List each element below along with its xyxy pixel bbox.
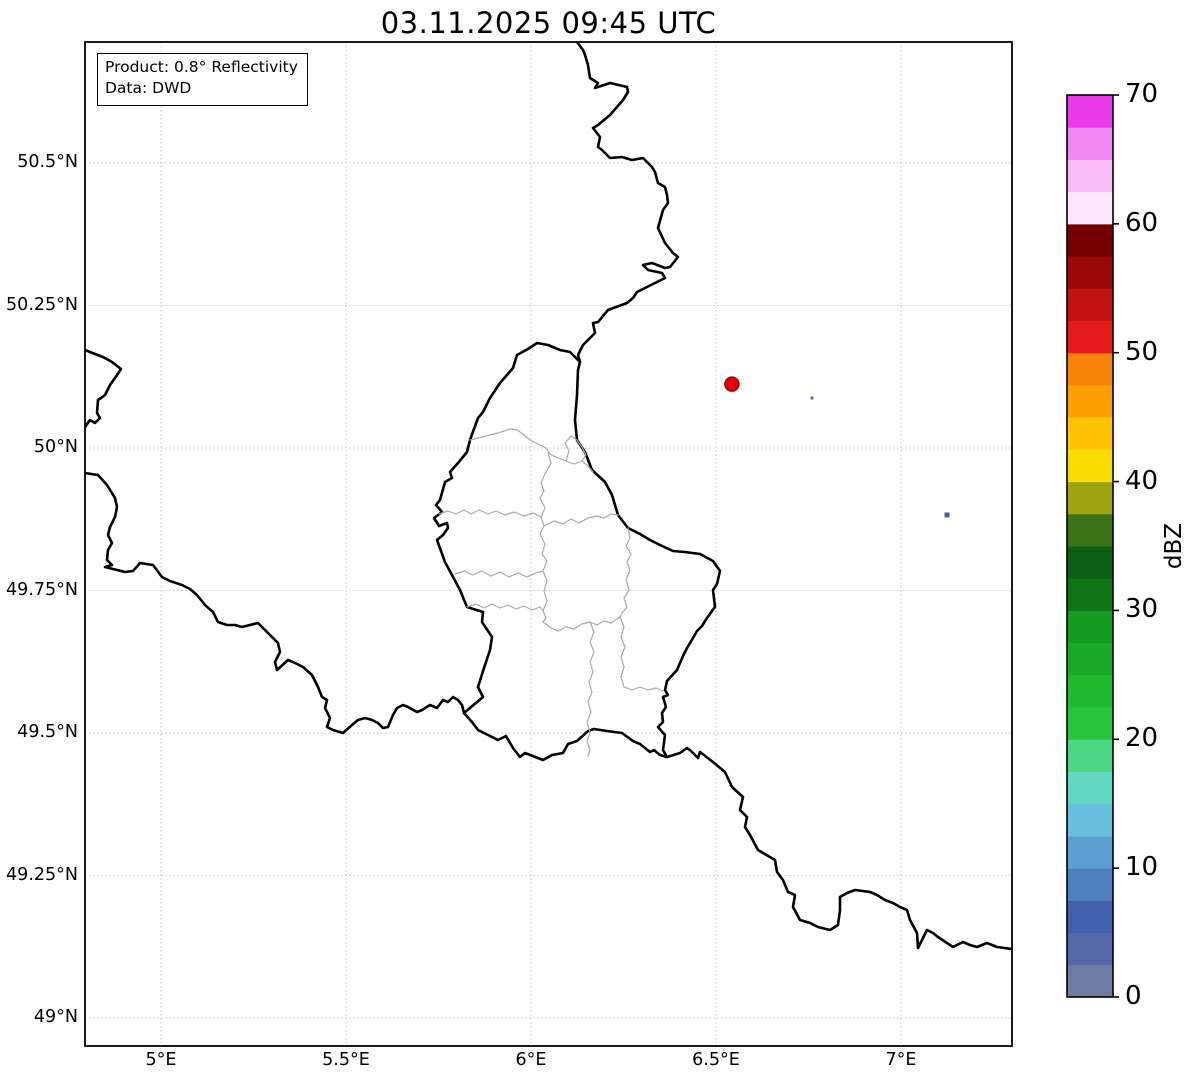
colorbar-band bbox=[1067, 223, 1113, 257]
border-france-germany bbox=[665, 746, 1012, 951]
colorbar-band bbox=[1067, 481, 1113, 515]
canton-line-east-vertical bbox=[619, 527, 632, 618]
x-axis-tick-label: 7°E bbox=[885, 1050, 917, 1070]
colorbar-tick-label: 30 bbox=[1125, 594, 1159, 625]
canton-line-central-vertical bbox=[539, 452, 552, 623]
colorbar-band bbox=[1067, 513, 1113, 547]
canton-line-remich bbox=[619, 616, 664, 692]
colorbar-band bbox=[1067, 803, 1113, 837]
colorbar bbox=[1066, 94, 1119, 998]
colorbar-unit-label: dBZ bbox=[1161, 522, 1187, 570]
colorbar-tick-label: 0 bbox=[1125, 981, 1142, 1011]
colorbar-band bbox=[1067, 610, 1113, 644]
colorbar-band bbox=[1067, 707, 1113, 740]
colorbar-band bbox=[1067, 352, 1113, 386]
x-axis-tick-label: 6°E bbox=[515, 1050, 547, 1070]
y-axis-tick-label: 50.5°N bbox=[17, 152, 78, 172]
x-axis-tick-label: 6.5°E bbox=[692, 1050, 740, 1070]
colorbar-band bbox=[1067, 674, 1113, 708]
x-axis-tick-label: 5.5°E bbox=[322, 1050, 370, 1070]
canton-line-south-horizontal bbox=[542, 616, 621, 632]
product-label: Product: 0.8° Reflectivity bbox=[105, 58, 298, 76]
colorbar-band bbox=[1067, 449, 1113, 483]
country-borders bbox=[85, 42, 1012, 951]
graticule-gridlines bbox=[85, 42, 1012, 1046]
colorbar-band bbox=[1067, 546, 1113, 579]
colorbar-tick-label: 60 bbox=[1125, 207, 1159, 238]
colorbar-band bbox=[1067, 191, 1113, 225]
colorbar-band bbox=[1067, 320, 1113, 354]
colorbar-outline bbox=[1066, 94, 1114, 998]
colorbar-band bbox=[1067, 384, 1113, 418]
border-belgium-germany bbox=[575, 42, 680, 364]
colorbar-band bbox=[1067, 159, 1113, 193]
y-axis-tick-label: 49.25°N bbox=[6, 864, 78, 885]
colorbar-band bbox=[1067, 417, 1113, 450]
border-france-belgium bbox=[85, 471, 466, 735]
radar-echo-markers bbox=[724, 376, 950, 518]
canton-line-esch-vertical bbox=[586, 621, 595, 757]
colorbar-tick-label: 40 bbox=[1125, 465, 1159, 496]
colorbar-band bbox=[1067, 835, 1113, 869]
x-axis-tick-label: 5°E bbox=[145, 1050, 177, 1070]
canton-line-mid-east bbox=[543, 513, 619, 527]
canton-line-north bbox=[469, 428, 594, 473]
y-axis-tick-label: 50°N bbox=[33, 437, 78, 457]
colorbar-band bbox=[1067, 868, 1113, 901]
plot-title: 03.11.2025 09:45 UTC bbox=[380, 6, 717, 40]
colorbar-band bbox=[1067, 900, 1113, 934]
colorbar-tick-label: 50 bbox=[1125, 336, 1159, 367]
canton-line-west-lower bbox=[454, 570, 544, 578]
colorbar-tick-label: 20 bbox=[1125, 723, 1159, 754]
canton-line-capellen bbox=[466, 603, 544, 612]
data-source-label: Data: DWD bbox=[105, 79, 192, 98]
colorbar-band bbox=[1067, 932, 1113, 966]
y-axis-tick-label: 49°N bbox=[33, 1007, 78, 1027]
product-annotation-box: Product: 0.8° Reflectivity Data: DWD bbox=[97, 53, 308, 106]
colorbar-band bbox=[1067, 288, 1113, 321]
y-axis-tick-label: 49.5°N bbox=[17, 722, 78, 742]
map-frame bbox=[84, 41, 1013, 1047]
colorbar-band bbox=[1067, 95, 1113, 128]
colorbar-band bbox=[1067, 964, 1113, 998]
y-axis-tick-label: 49.75°N bbox=[6, 579, 78, 600]
radar-echo-speck-1 bbox=[810, 396, 814, 400]
border-givet-salient bbox=[85, 348, 123, 429]
border-luxembourg bbox=[432, 341, 722, 762]
colorbar-band bbox=[1067, 771, 1113, 805]
colorbar-band bbox=[1067, 127, 1113, 160]
colorbar-band bbox=[1067, 256, 1113, 289]
radar-echo-max-marker bbox=[724, 376, 740, 392]
colorbar-band bbox=[1067, 578, 1113, 611]
colorbar-band bbox=[1067, 739, 1113, 772]
y-axis-tick-label: 50.25°N bbox=[6, 294, 78, 315]
canton-line-vianden-loop bbox=[564, 435, 587, 462]
radar-echo-speck-2 bbox=[944, 512, 950, 518]
canton-line-mid-west bbox=[438, 509, 542, 518]
colorbar-tick-label: 10 bbox=[1125, 852, 1159, 883]
colorbar-band bbox=[1067, 642, 1113, 676]
colorbar-tick-label: 70 bbox=[1125, 79, 1159, 109]
